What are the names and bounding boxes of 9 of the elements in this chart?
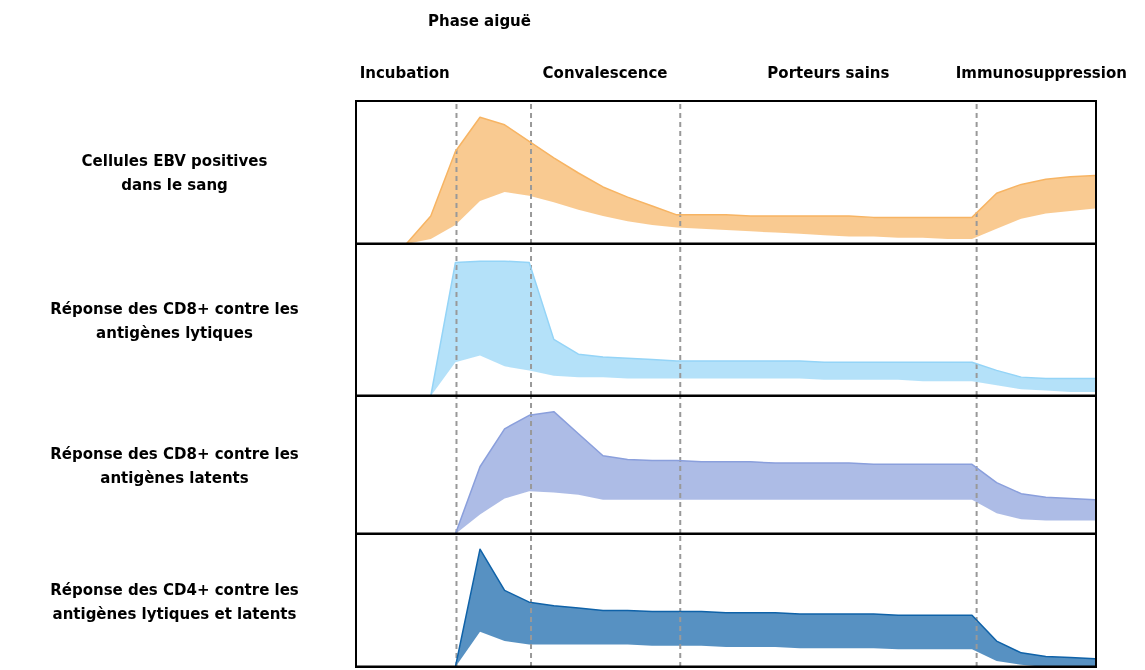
y-axis-title: Réponse des CD4+ contre les antigènes lytiques et latents [49, 579, 300, 625]
text: Porteurs sains [767, 64, 890, 82]
text: Incubation [359, 64, 450, 82]
text: Convalescence [542, 64, 668, 82]
text: Immunosuppression [955, 64, 1127, 82]
y-axis-title: Cellules EBV positives dans le sang [80, 150, 269, 196]
chart-title: Phase aiguë [428, 12, 531, 30]
y-axis-title: Réponse des CD8+ contre les antigènes lytiques [49, 299, 300, 344]
y-axis-title: Réponse des CD8+ contre les antigènes latents [49, 444, 300, 489]
